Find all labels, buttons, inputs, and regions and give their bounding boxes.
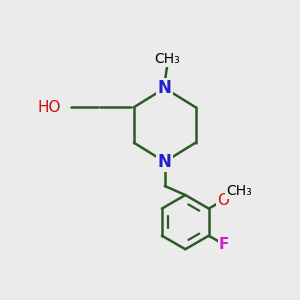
Text: N: N [158, 153, 172, 171]
Text: F: F [219, 237, 229, 252]
Text: CH₃: CH₃ [226, 184, 251, 198]
Text: O: O [217, 193, 229, 208]
Text: HO: HO [38, 100, 61, 115]
Text: N: N [158, 79, 172, 97]
Text: CH₃: CH₃ [154, 52, 180, 66]
